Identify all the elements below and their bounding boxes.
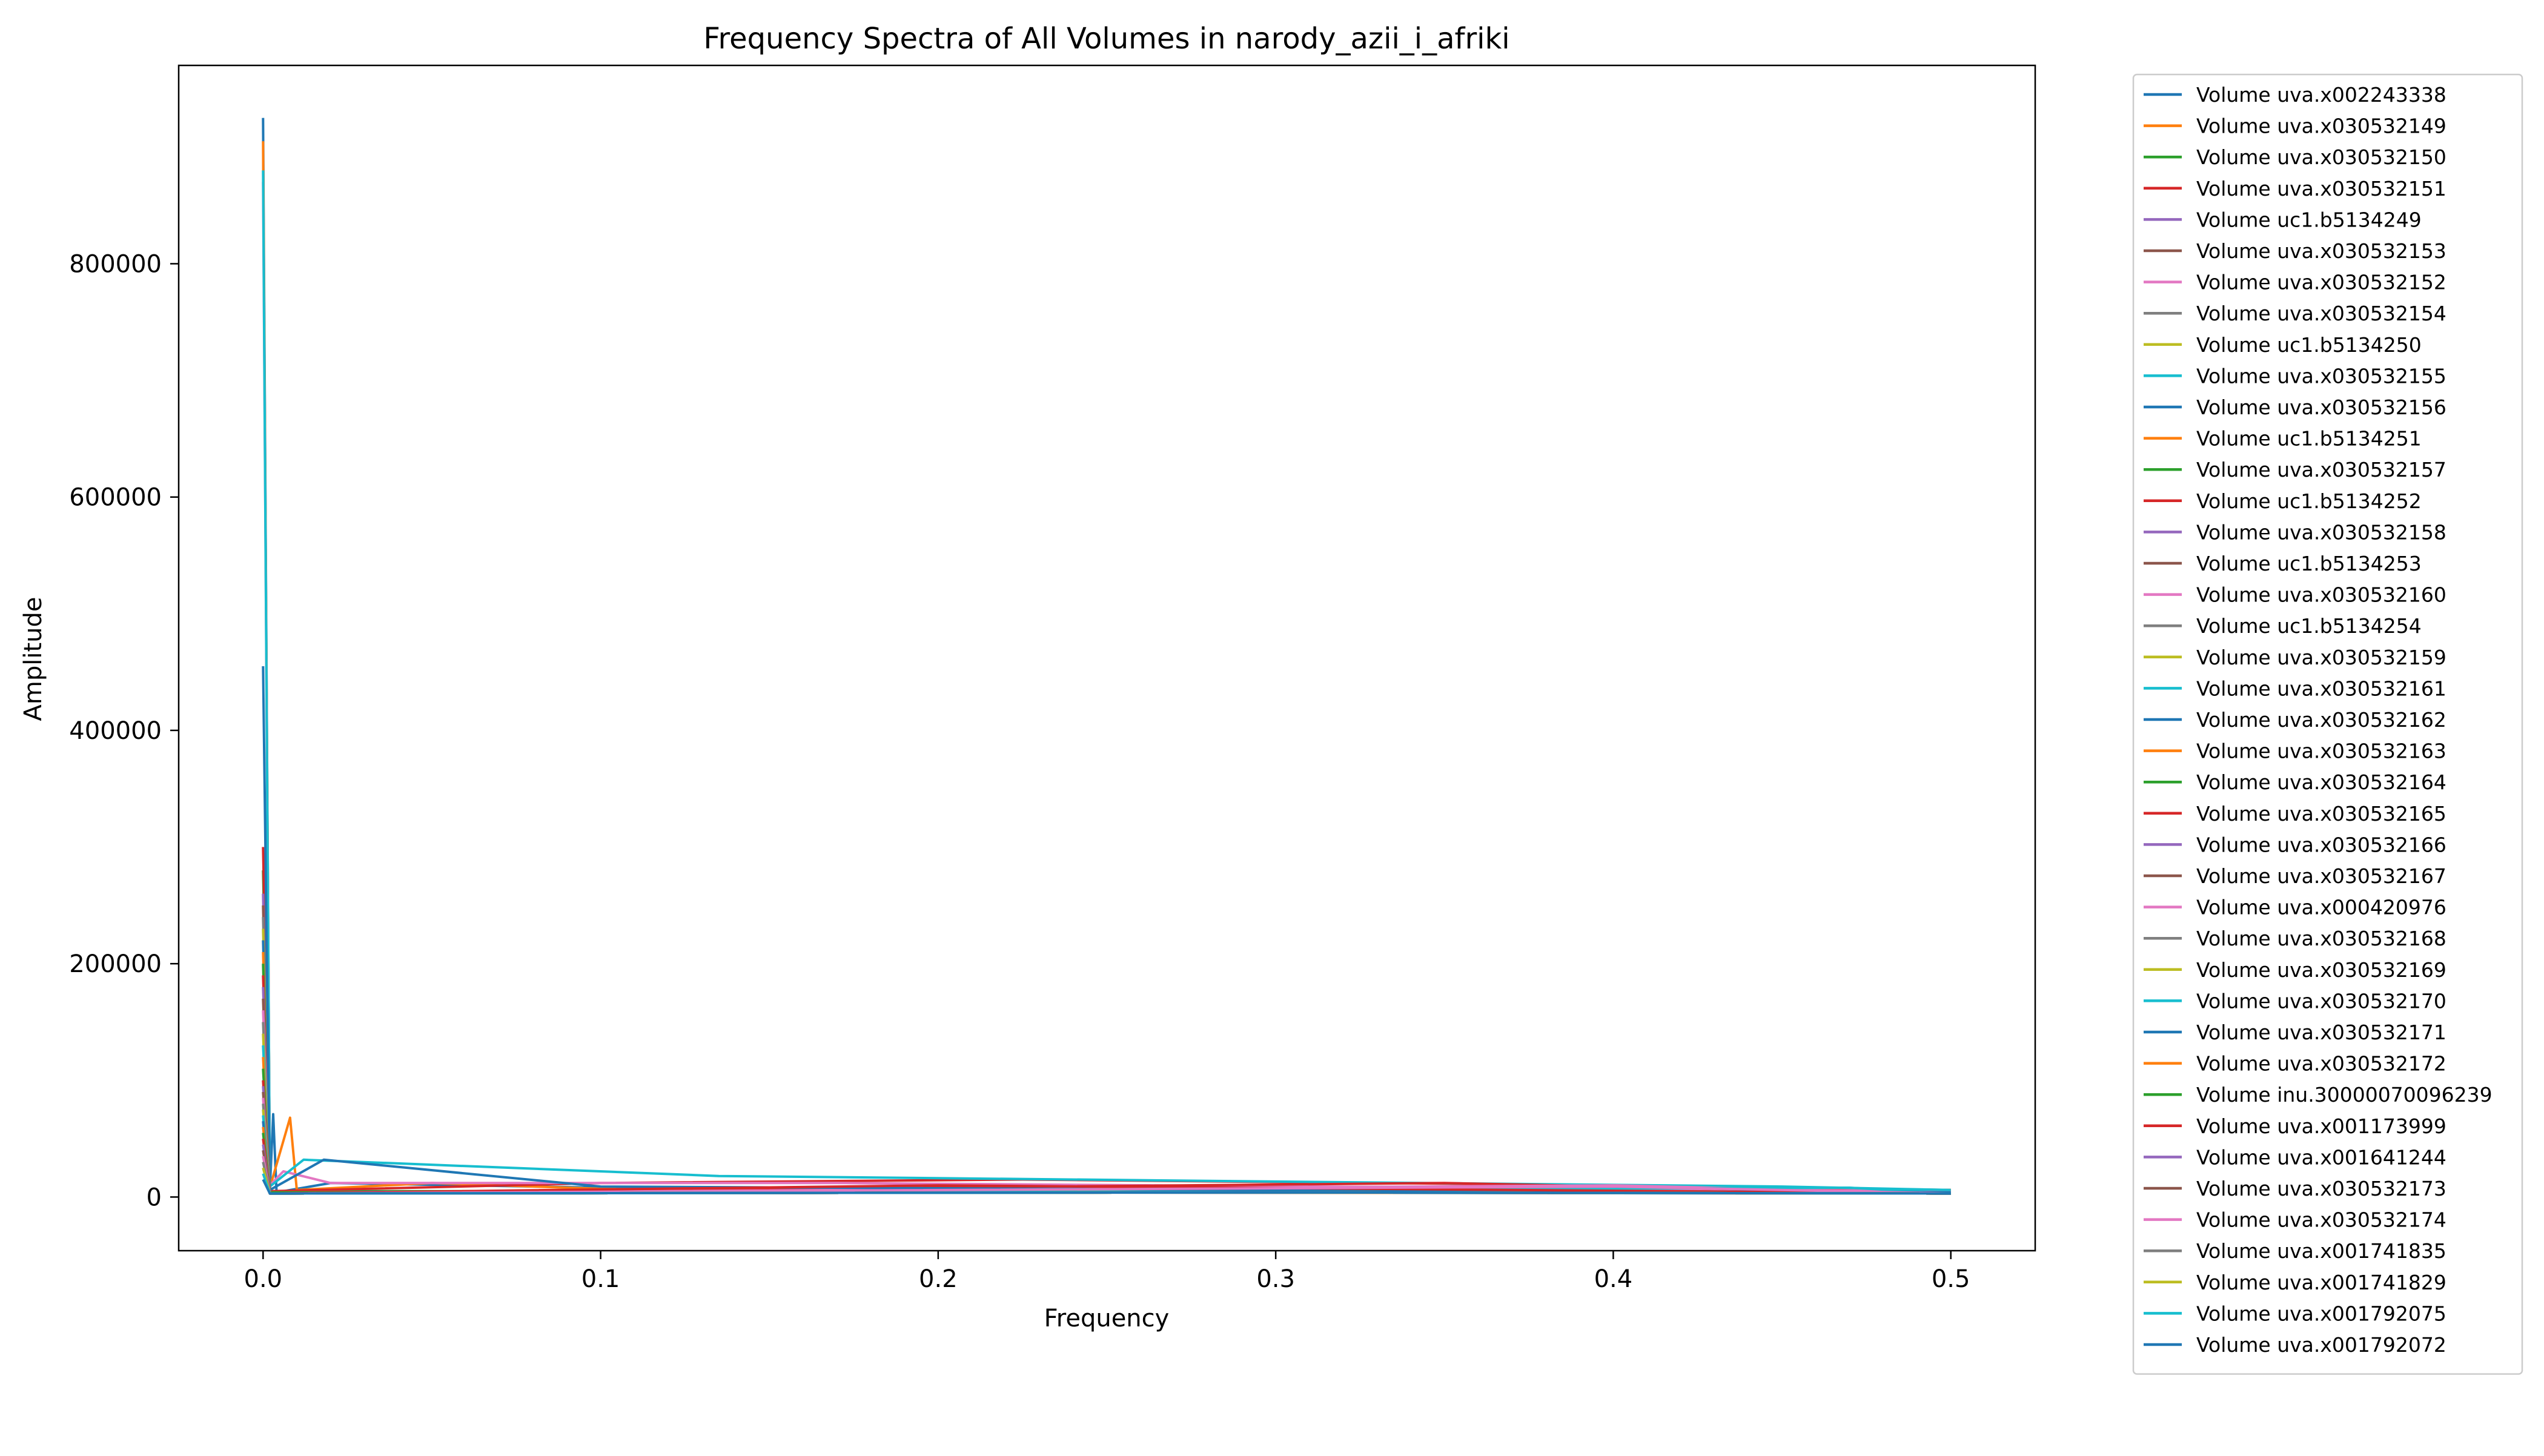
legend-entry-label: Volume uc1.b5134250 xyxy=(2196,333,2422,357)
legend-entry-label: Volume uva.x030532155 xyxy=(2196,364,2446,388)
legend-entry-label: Volume uc1.b5134249 xyxy=(2196,208,2422,231)
legend-entry-label: Volume uva.x001741835 xyxy=(2196,1239,2446,1263)
legend-box xyxy=(2132,73,2523,1375)
legend-entry-label: Volume uc1.b5134254 xyxy=(2196,614,2422,638)
legend-entry-label: Volume uva.x030532161 xyxy=(2196,677,2446,700)
plot-area xyxy=(177,64,2036,1252)
legend-entry-label: Volume uva.x030532170 xyxy=(2196,989,2446,1013)
x-axis-label: Frequency xyxy=(1044,1305,1170,1332)
x-tick-label: 0.3 xyxy=(1256,1265,1295,1293)
legend-entry-label: Volume uva.x030532149 xyxy=(2196,114,2446,138)
legend-entry-label: Volume uva.x030532162 xyxy=(2196,708,2446,732)
legend-entry-label: Volume uva.x030532172 xyxy=(2196,1052,2446,1076)
series-line-21 xyxy=(262,666,1951,1194)
legend-entry-label: Volume uva.x030532159 xyxy=(2196,646,2446,669)
legend-entry-label: Volume uva.x030532166 xyxy=(2196,833,2446,856)
legend-entry-label: Volume uva.x001641244 xyxy=(2196,1145,2446,1169)
legend-entry-label: Volume uva.x030532160 xyxy=(2196,583,2446,607)
legend-entry-label: Volume uva.x030532173 xyxy=(2196,1177,2446,1200)
x-tick-label: 0.4 xyxy=(1594,1265,1633,1293)
legend: Volume uva.x002243338 Volume uva.x0305321… xyxy=(2132,73,2523,1375)
y-tick-label: 400000 xyxy=(69,717,162,745)
legend-entry-label: Volume uva.x030532174 xyxy=(2196,1208,2446,1232)
legend-entry-label: Volume uva.x030532168 xyxy=(2196,927,2446,950)
legend-entry-label: Volume uva.x030532158 xyxy=(2196,520,2446,544)
legend-entry-label: Volume uva.x002243338 xyxy=(2196,83,2446,107)
legend-entry-label: Volume uva.x030532152 xyxy=(2196,271,2446,294)
legend-entry-label: Volume uva.x030532164 xyxy=(2196,770,2446,794)
legend-entry-label: Volume inu.30000070096239 xyxy=(2196,1083,2493,1107)
legend-entry-label: Volume uva.x030532151 xyxy=(2196,177,2446,200)
series-line-41 xyxy=(262,1179,1951,1195)
legend-entry-label: Volume uva.x001792075 xyxy=(2196,1302,2446,1325)
legend-entry-label: Volume uc1.b5134253 xyxy=(2196,552,2422,575)
legend-entry-label: Volume uc1.b5134252 xyxy=(2196,489,2422,513)
legend-entry-label: Volume uva.x030532171 xyxy=(2196,1021,2446,1044)
legend-entry-label: Volume uc1.b5134251 xyxy=(2196,427,2422,451)
legend-entry-label: Volume uva.x030532167 xyxy=(2196,864,2446,888)
legend-entry-label: Volume uva.x030532165 xyxy=(2196,802,2446,826)
y-tick-label: 800000 xyxy=(69,250,162,278)
x-tick-label: 0.2 xyxy=(919,1265,958,1293)
x-tick-label: 0.0 xyxy=(244,1265,283,1293)
legend-entry-label: Volume uva.x000420976 xyxy=(2196,896,2446,919)
x-tick-label: 0.5 xyxy=(1932,1265,1970,1293)
y-axis-label: Amplitude xyxy=(19,597,47,721)
legend-entry-label: Volume uva.x001173999 xyxy=(2196,1114,2446,1138)
legend-entry-label: Volume uva.x001792072 xyxy=(2196,1333,2446,1357)
legend-entry-label: Volume uva.x001741829 xyxy=(2196,1271,2446,1294)
plot-frame xyxy=(177,64,2036,1252)
legend-entry-label: Volume uva.x030532150 xyxy=(2196,145,2446,169)
y-tick-label: 600000 xyxy=(69,484,162,512)
legend-entry-label: Volume uva.x030532163 xyxy=(2196,740,2446,763)
legend-entry-label: Volume uva.x030532169 xyxy=(2196,958,2446,982)
x-tick-label: 0.1 xyxy=(581,1265,620,1293)
legend-entry-label: Volume uva.x030532156 xyxy=(2196,395,2446,419)
legend-entry-label: Volume uva.x030532154 xyxy=(2196,302,2446,325)
legend-entry-label: Volume uva.x030532157 xyxy=(2196,458,2446,481)
y-tick-label: 0 xyxy=(147,1183,162,1211)
chart-title: Frequency Spectra of All Volumes in naro… xyxy=(703,22,1509,56)
y-tick-label: 200000 xyxy=(69,950,162,978)
legend-entry-label: Volume uva.x030532153 xyxy=(2196,239,2446,263)
series-lines xyxy=(262,117,1951,1195)
y-axis: 0 200000 400000 600000 800000 xyxy=(69,250,179,1211)
x-axis: 0.0 0.1 0.2 0.3 0.4 0.5 xyxy=(244,1251,1970,1293)
